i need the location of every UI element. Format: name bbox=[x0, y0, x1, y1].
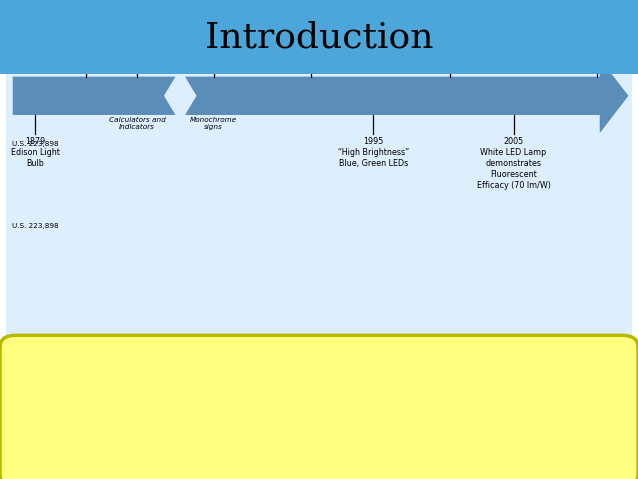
Text: 1901
Fluorescent
Tube: 1901 Fluorescent Tube bbox=[63, 24, 110, 55]
Text: •  Current lighting technology is over 120 years old: • Current lighting technology is over 12… bbox=[35, 366, 421, 379]
Text: U.S. 223,898: U.S. 223,898 bbox=[11, 223, 59, 229]
FancyBboxPatch shape bbox=[0, 0, 638, 74]
Text: ~1990
“High Brightness”
Red, Orange,
Yellow, & Green LEDs: ~1990 “High Brightness” Red, Orange, Yel… bbox=[269, 13, 354, 55]
Text: 6: 6 bbox=[614, 464, 622, 477]
FancyBboxPatch shape bbox=[0, 335, 638, 479]
Text: •  LEDs began as just indicators, but are now poised to: • LEDs began as just indicators, but are… bbox=[35, 405, 449, 418]
Polygon shape bbox=[185, 58, 628, 133]
Text: Introduction: Introduction bbox=[205, 20, 433, 54]
Text: 1919
Sodium
Vapor Lamp: 1919 Sodium Vapor Lamp bbox=[113, 24, 161, 55]
Text: 2005
White LED Lamp
demonstrates
Fluorescent
Efficacy (70 lm/W): 2005 White LED Lamp demonstrates Fluores… bbox=[477, 137, 551, 190]
Text: Monochrome
signs: Monochrome signs bbox=[190, 117, 237, 130]
Text: Full Color Signs: Full Color Signs bbox=[346, 68, 401, 74]
Text: U.S. 223,898: U.S. 223,898 bbox=[11, 141, 59, 148]
Text: 2000
White LED Lamp
demonstrates
Incandescent
Efficacy (17 lm/W): 2000 White LED Lamp demonstrates Incande… bbox=[413, 2, 487, 55]
Text: Solid State  Lighting: Solid State Lighting bbox=[477, 68, 550, 74]
Text: Calculators and
Indicators: Calculators and Indicators bbox=[109, 117, 165, 130]
Text: 2009
Production White
LED Lamp
Exceeds 100 lm/W: 2009 Production White LED Lamp Exceeds 1… bbox=[560, 13, 634, 55]
Text: 1879
Edison Light
Bulb: 1879 Edison Light Bulb bbox=[11, 137, 59, 168]
FancyBboxPatch shape bbox=[6, 12, 632, 340]
Text: 1970s
First Red
LED: 1970s First Red LED bbox=[197, 24, 231, 55]
Text: 1995
“High Brightness”
Blue, Green LEDs: 1995 “High Brightness” Blue, Green LEDs bbox=[338, 137, 409, 168]
Text: become the most efficient light source ever created: become the most efficient light source e… bbox=[64, 438, 454, 451]
Polygon shape bbox=[13, 77, 175, 115]
